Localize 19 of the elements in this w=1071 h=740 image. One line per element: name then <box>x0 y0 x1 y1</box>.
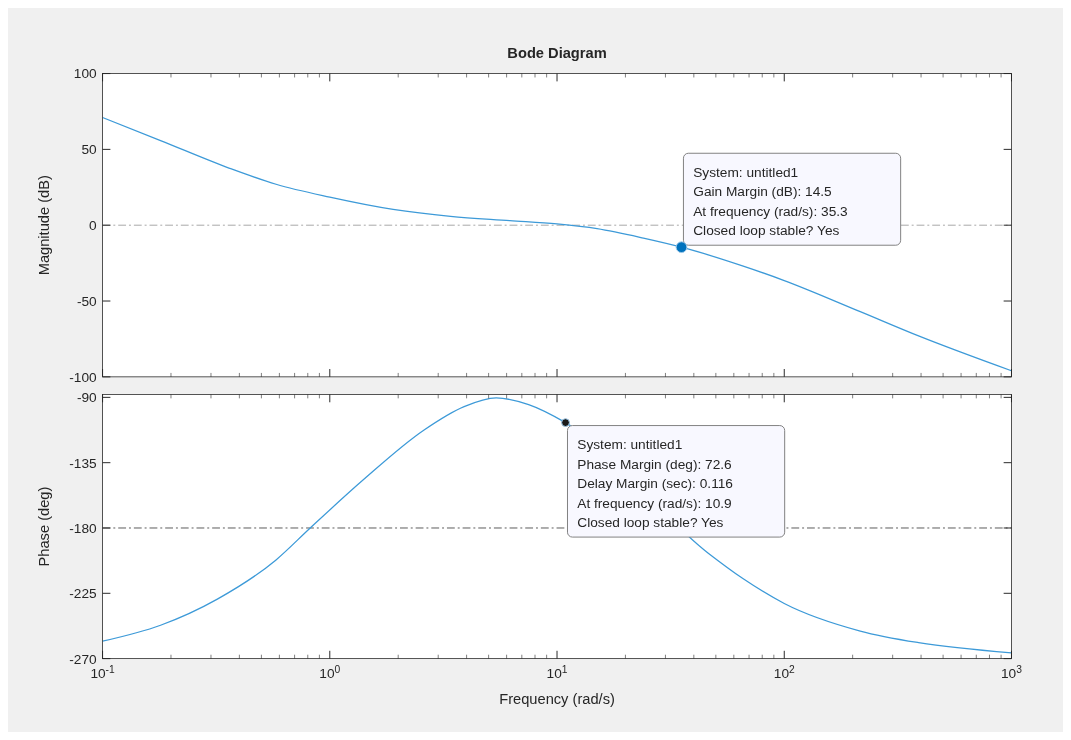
y-tick-label: 100 <box>73 66 98 82</box>
y-tick-label: -180 <box>69 520 98 536</box>
y-axis-title: Phase (deg) <box>35 486 52 567</box>
annotation: System: untitled1 Gain Margin (dB): 14.5 At frequency (rad/s): 35.3 Closed loop stable? Yes <box>693 164 849 239</box>
y-tick-label: -225 <box>69 586 98 602</box>
x-axis-title: Frequency (rad/s) <box>499 690 615 707</box>
y-axis-title: Magnitude (dB) <box>35 175 52 276</box>
y-tick-label: -135 <box>69 455 98 471</box>
chart-title: Bode Diagram <box>507 44 607 61</box>
y-tick-label: 50 <box>81 142 98 158</box>
x-tick-label: 10$^{2}$ <box>773 663 796 682</box>
y-tick-label: -100 <box>69 369 98 385</box>
x-tick-label: 10$^{3}$ <box>1001 663 1023 682</box>
x-tick-label: 10$^{1}$ <box>546 663 568 682</box>
y-tick-label: -90 <box>76 390 98 406</box>
annotation: System: untitled1 Phase Margin (deg): 72.6 Delay Margin (sec): 0.116 At frequency (rad/s): 10.9 Closed loop stable? Yes <box>577 437 734 531</box>
y-tick-label: 0 <box>89 218 98 234</box>
x-tick-label: 10$^{0}$ <box>319 663 341 682</box>
y-tick-label: -50 <box>76 293 98 309</box>
